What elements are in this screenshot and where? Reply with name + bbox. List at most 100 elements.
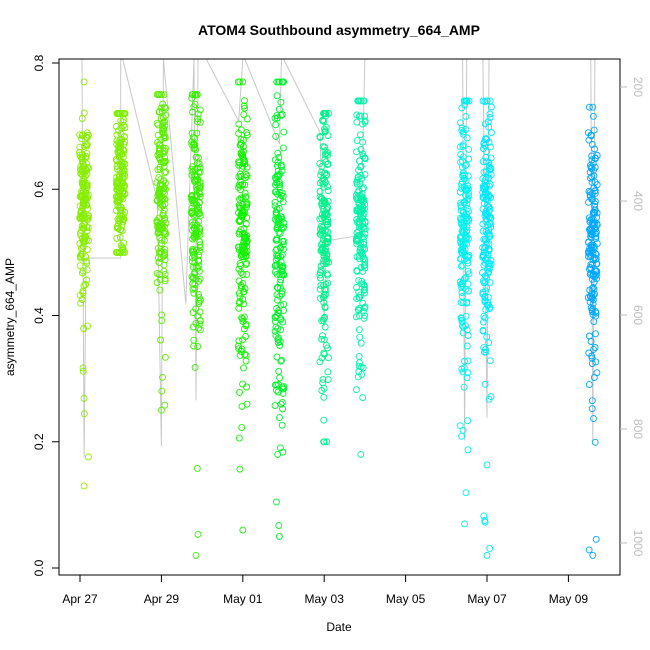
- data-point: [162, 219, 170, 227]
- data-point: [118, 221, 126, 229]
- data-point: [361, 312, 369, 320]
- data-point: [192, 153, 200, 161]
- data-point: [84, 224, 92, 232]
- data-point: [189, 197, 196, 205]
- data-point: [196, 308, 204, 316]
- data-point: [79, 162, 87, 170]
- data-point: [320, 291, 328, 299]
- data-point: [361, 303, 369, 311]
- data-point: [235, 304, 243, 312]
- data-point: [589, 112, 597, 120]
- data-point: [319, 116, 327, 124]
- data-point: [239, 526, 247, 534]
- data-point: [361, 154, 369, 162]
- data-point: [161, 401, 169, 409]
- data-point: [485, 395, 493, 403]
- data-point: [461, 162, 469, 170]
- data-point: [464, 446, 472, 454]
- data-point: [593, 213, 601, 221]
- data-point: [322, 281, 330, 288]
- data-point: [272, 188, 280, 196]
- data-point: [159, 118, 167, 126]
- data-point: [161, 275, 169, 283]
- data-point: [353, 148, 360, 156]
- data-point: [196, 118, 204, 126]
- data-point: [155, 225, 163, 233]
- data-point: [324, 187, 332, 195]
- data-point: [361, 118, 369, 126]
- data-point: [586, 193, 594, 201]
- data-point: [464, 259, 472, 267]
- data-point: [157, 406, 165, 414]
- data-point: [487, 214, 495, 222]
- data-point: [118, 162, 126, 170]
- data-point: [194, 530, 202, 538]
- data-point: [458, 289, 466, 296]
- data-point: [274, 296, 281, 304]
- data-point: [324, 368, 332, 376]
- data-point: [155, 150, 163, 157]
- data-point: [188, 207, 196, 215]
- data-point: [78, 296, 86, 303]
- data-point: [79, 154, 87, 162]
- data-point: [482, 189, 490, 197]
- data-point: [116, 233, 124, 241]
- data-point: [243, 199, 251, 207]
- data-point: [320, 350, 328, 358]
- data-point: [272, 261, 280, 269]
- data-point: [322, 123, 330, 131]
- data-point: [322, 110, 330, 117]
- data-point: [359, 206, 366, 214]
- data-point: [487, 103, 495, 111]
- data-point: [116, 146, 124, 154]
- data-point: [196, 106, 204, 114]
- data-point: [272, 132, 280, 140]
- data-point: [273, 284, 281, 291]
- data-point: [78, 132, 86, 140]
- data-point: [589, 283, 597, 291]
- data-point: [161, 216, 169, 224]
- data-point: [271, 114, 279, 122]
- data-point: [485, 262, 493, 270]
- data-point: [482, 207, 490, 215]
- data-point: [481, 518, 489, 526]
- data-point: [323, 270, 331, 278]
- data-point: [324, 233, 332, 241]
- data-point: [81, 167, 89, 175]
- data-point: [591, 438, 599, 446]
- data-point: [585, 381, 593, 389]
- data-point: [120, 116, 128, 124]
- data-point: [189, 108, 197, 116]
- data-point: [316, 294, 324, 302]
- data-point: [157, 104, 165, 112]
- data-point: [273, 114, 281, 122]
- data-point: [590, 415, 597, 423]
- data-point: [84, 191, 92, 199]
- data-point: [317, 230, 325, 238]
- data-point: [486, 114, 494, 122]
- data-point: [592, 358, 600, 366]
- data-point: [483, 551, 491, 559]
- data-point: [120, 239, 128, 247]
- data-point: [465, 253, 473, 261]
- data-point: [278, 290, 286, 298]
- data-point: [121, 110, 129, 117]
- data-point: [83, 227, 91, 235]
- data-point: [158, 387, 166, 395]
- data-point: [114, 148, 122, 156]
- data-point: [243, 239, 250, 247]
- data-point: [352, 386, 360, 394]
- data-point: [278, 398, 286, 406]
- data-point: [481, 294, 489, 301]
- data-point: [117, 248, 125, 256]
- data-point: [274, 149, 282, 157]
- data-point: [457, 216, 465, 223]
- data-point: [480, 512, 488, 520]
- data-point: [588, 405, 596, 413]
- data-point: [458, 318, 466, 326]
- data-point: [464, 417, 472, 425]
- data-point: [76, 213, 84, 221]
- data-point: [461, 275, 468, 283]
- data-point: [276, 230, 284, 238]
- secondary-y-axis: 200 400 600 800 1000: [620, 77, 645, 557]
